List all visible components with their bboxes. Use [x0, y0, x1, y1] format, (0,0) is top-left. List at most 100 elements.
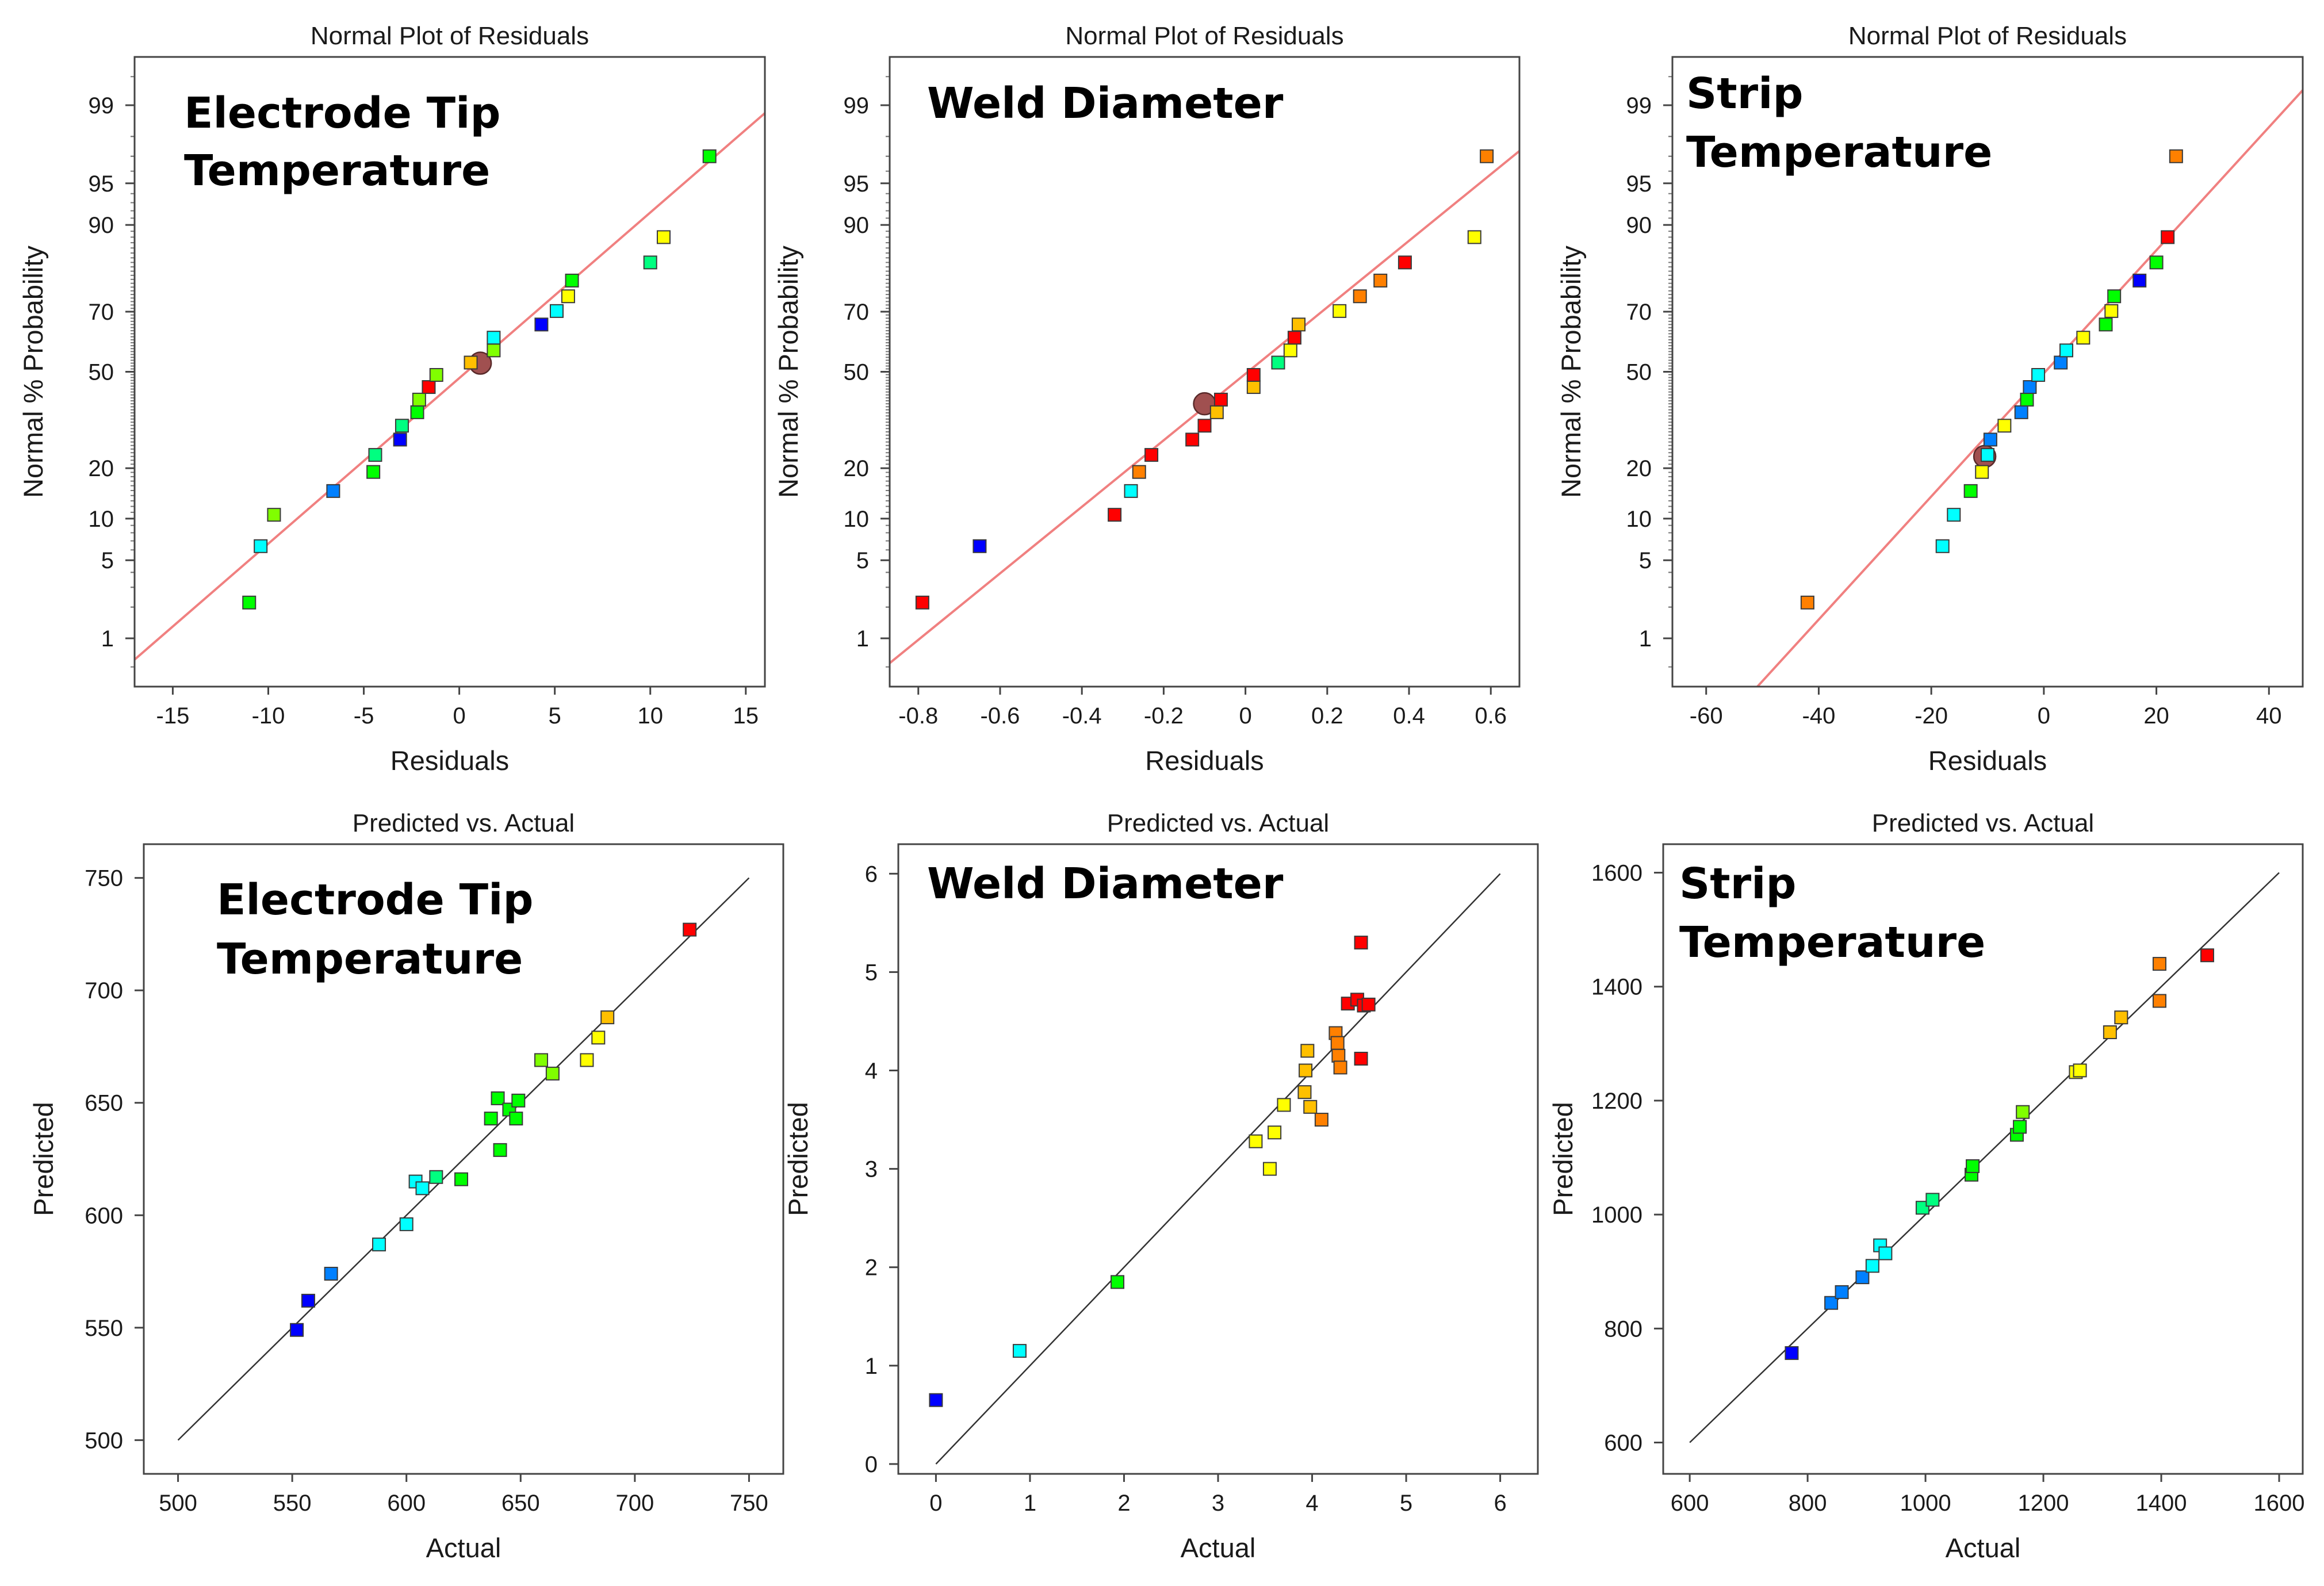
y-tick-label: 70 [1626, 300, 1652, 325]
data-point [412, 392, 426, 407]
plot-frame [1662, 843, 2304, 1475]
data-point [656, 230, 671, 244]
x-tick-label: 15 [733, 703, 759, 729]
x-tick-label: -15 [156, 703, 190, 729]
data-point [591, 1030, 606, 1045]
y-axis-label: Predicted [28, 1102, 59, 1216]
data-point [242, 595, 256, 610]
y-tick-label: 1 [1639, 626, 1652, 652]
data-point [454, 1172, 469, 1186]
response-annotation: Temperature [184, 146, 490, 196]
y-tick-label: 90 [844, 213, 870, 238]
data-point [973, 539, 987, 553]
y-tick-label: 20 [89, 456, 114, 481]
data-point [487, 331, 501, 345]
data-point [1966, 1159, 1980, 1173]
data-point [491, 1091, 505, 1105]
y-tick-label: 5 [865, 960, 878, 985]
x-tick-label: -10 [252, 703, 285, 729]
data-point [2031, 367, 2046, 382]
x-tick-label: 1200 [2018, 1491, 2069, 1516]
data-point [1303, 1100, 1318, 1114]
panel-1: Normal Plot of Residuals-15 -10 -5 0 5 10 1515… [18, 22, 766, 776]
y-tick-label: 70 [844, 300, 870, 325]
data-point [422, 380, 436, 394]
panel-5: Predicted vs. Actual 0 1 2 3 4 5 6 0 1 2 3 4 5 6 Actual… [783, 809, 1539, 1563]
data-point [2132, 273, 2147, 288]
data-point [2149, 255, 2164, 270]
data-point [393, 432, 407, 447]
data-point [600, 1010, 615, 1025]
x-tick-label: -5 [354, 703, 374, 729]
data-point [2103, 1025, 2117, 1040]
data-point [1855, 1270, 1870, 1285]
fit-line [135, 112, 765, 661]
x-axis-label: Residuals [1928, 745, 2047, 776]
y-tick-label: 70 [89, 300, 114, 325]
panel-4: Predicted vs. Actual 500 550 600 650 700 750 50… [28, 809, 784, 1563]
y-tick-label: 700 [85, 978, 123, 1003]
data-point [1785, 1346, 1799, 1360]
data-point [2114, 1010, 2128, 1025]
x-tick-label: -0.8 [898, 703, 938, 729]
data-point [1262, 1162, 1277, 1176]
plot-area [135, 112, 765, 661]
data-point [2104, 304, 2119, 318]
data-point [487, 343, 501, 358]
x-tick-label: 550 [273, 1491, 312, 1516]
plot-frame [889, 56, 1521, 688]
y-axis-label: Normal % Probability [773, 246, 803, 498]
response-annotation: Temperature [217, 934, 523, 984]
x-tick-label: 1400 [2136, 1491, 2187, 1516]
data-point [267, 508, 281, 522]
y-tick-label: 600 [85, 1203, 123, 1228]
data-point [1271, 355, 1285, 370]
data-point [493, 1143, 507, 1157]
data-point [580, 1053, 594, 1067]
data-point [1144, 448, 1159, 462]
x-axis-label: Residuals [1145, 745, 1264, 776]
y-tick-label: 6 [865, 861, 878, 887]
y-tick-label: 3 [865, 1157, 878, 1182]
y-tick-label: 10 [844, 507, 870, 532]
data-point [534, 317, 549, 332]
x-axis-label: Actual [426, 1533, 501, 1563]
panel-title: Normal Plot of Residuals [1848, 22, 2127, 50]
data-point [1354, 936, 1368, 950]
data-point [1865, 1259, 1879, 1273]
data-point [415, 1181, 430, 1196]
data-point [1935, 539, 1950, 553]
y-tick-label: 99 [1626, 93, 1652, 118]
x-tick-label: 600 [387, 1491, 426, 1516]
y-tick-label: 650 [85, 1091, 123, 1116]
y-tick-label: 95 [844, 171, 870, 197]
y-tick-label: 1 [101, 626, 114, 652]
y-tick-label: 1400 [1591, 975, 1643, 1000]
x-tick-label: 5 [1400, 1491, 1412, 1516]
response-annotation: Temperature [1686, 128, 1992, 177]
data-point [1185, 432, 1200, 447]
data-point [1963, 484, 1978, 498]
y-tick-label: 90 [89, 213, 114, 238]
x-tick-label: -0.2 [1144, 703, 1184, 729]
x-tick-label: 0 [929, 1491, 942, 1516]
data-point [2200, 948, 2214, 963]
x-tick-label: -0.4 [1062, 703, 1102, 729]
data-point [2023, 380, 2037, 394]
y-tick-label: 5 [1639, 548, 1652, 573]
data-point [429, 367, 443, 382]
x-tick-label: 0 [1239, 703, 1251, 729]
y-tick-label: 1200 [1591, 1089, 1643, 1114]
data-point [1398, 255, 1412, 270]
x-tick-label: 700 [615, 1491, 654, 1516]
panel-3: Normal Plot of Residuals -60 -40 -20 0 20 40 1 5… [1556, 22, 2304, 776]
data-point [464, 355, 478, 370]
data-point [1132, 465, 1146, 479]
y-axis-label: Normal % Probability [1556, 246, 1586, 498]
y-tick-label: 750 [85, 866, 123, 891]
panel-title: Predicted vs. Actual [353, 809, 575, 837]
data-point [1354, 1051, 1368, 1066]
data-point [1249, 1134, 1263, 1148]
data-point [1878, 1246, 1893, 1261]
data-point [1330, 1036, 1345, 1050]
